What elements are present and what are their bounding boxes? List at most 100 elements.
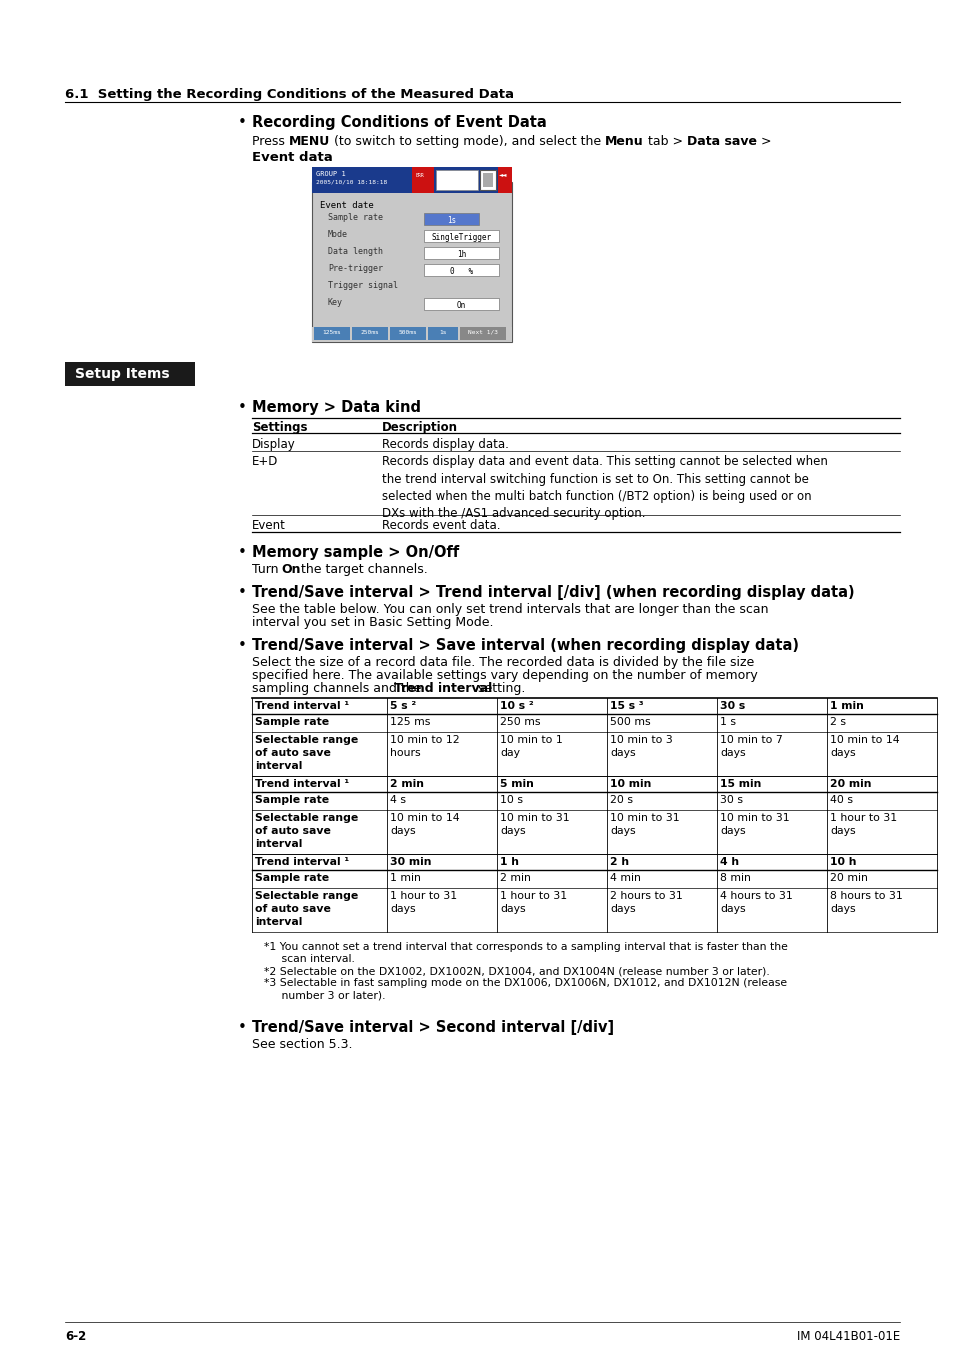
Bar — [423, 230, 498, 242]
Text: *3 Selectable in fast sampling mode on the DX1006, DX1006N, DX1012, and DX1012N : *3 Selectable in fast sampling mode on t… — [264, 977, 786, 988]
Text: Data save: Data save — [686, 135, 756, 148]
Bar — [479, 170, 496, 190]
Text: Press: Press — [252, 135, 289, 148]
Text: 8 min: 8 min — [720, 873, 750, 883]
Text: 1 h: 1 h — [499, 857, 518, 867]
Text: Selectable range: Selectable range — [254, 734, 358, 745]
Text: Data length: Data length — [328, 247, 382, 256]
Text: See section 5.3.: See section 5.3. — [252, 1038, 352, 1052]
Text: 10 s ²: 10 s ² — [499, 701, 533, 711]
Bar — [352, 327, 388, 340]
Text: 10 min to 31: 10 min to 31 — [499, 813, 569, 823]
Text: days: days — [609, 904, 635, 914]
Text: On: On — [456, 301, 466, 310]
Text: 1s: 1s — [446, 216, 456, 225]
Text: MENU: MENU — [289, 135, 330, 148]
Text: Trend/Save interval > Save interval (when recording display data): Trend/Save interval > Save interval (whe… — [252, 639, 799, 653]
Text: days: days — [609, 826, 635, 836]
Bar — [390, 327, 426, 340]
Text: days: days — [390, 904, 416, 914]
Bar — [314, 327, 350, 340]
Text: 4 s: 4 s — [390, 795, 406, 805]
Text: Trend interval ¹: Trend interval ¹ — [254, 701, 349, 711]
Text: Turn: Turn — [252, 563, 282, 576]
Text: days: days — [720, 826, 745, 836]
Text: specified here. The available settings vary depending on the number of memory: specified here. The available settings v… — [252, 670, 757, 682]
Bar — [312, 167, 512, 193]
Text: 10 min to 1: 10 min to 1 — [499, 734, 562, 745]
Text: Event: Event — [252, 518, 286, 532]
Text: (to switch to setting mode), and select the: (to switch to setting mode), and select … — [330, 135, 604, 148]
Text: On: On — [281, 563, 300, 576]
Text: Selectable range: Selectable range — [254, 891, 358, 900]
Text: Records display data.: Records display data. — [381, 437, 508, 451]
Text: 1 hour to 31: 1 hour to 31 — [829, 813, 896, 823]
Text: Records event data.: Records event data. — [381, 518, 500, 532]
Text: 2005/10/10 18:18:18: 2005/10/10 18:18:18 — [315, 180, 387, 185]
Text: ◄◄: ◄◄ — [498, 171, 507, 177]
Text: >: > — [756, 135, 771, 148]
Text: 4 h: 4 h — [720, 857, 739, 867]
Text: 500 ms: 500 ms — [609, 717, 650, 728]
Text: Next 1/3: Next 1/3 — [468, 329, 497, 335]
Text: 2 hours to 31: 2 hours to 31 — [609, 891, 682, 900]
Text: E+D: E+D — [252, 455, 278, 468]
Text: 1 min: 1 min — [829, 701, 863, 711]
Text: days: days — [499, 904, 525, 914]
Text: days: days — [499, 826, 525, 836]
Text: 10 min to 31: 10 min to 31 — [609, 813, 679, 823]
Text: •: • — [237, 545, 247, 560]
Text: Sample rate: Sample rate — [254, 795, 329, 805]
Text: the target channels.: the target channels. — [296, 563, 427, 576]
Text: days: days — [720, 904, 745, 914]
Text: interval: interval — [254, 917, 302, 927]
Text: 250 ms: 250 ms — [499, 717, 540, 728]
Text: IM 04L41B01-01E: IM 04L41B01-01E — [796, 1330, 899, 1343]
Text: 15 s ³: 15 s ³ — [609, 701, 643, 711]
Text: •: • — [237, 639, 247, 653]
Text: SingleTrigger: SingleTrigger — [431, 234, 491, 242]
Text: 8 hours to 31: 8 hours to 31 — [829, 891, 902, 900]
Text: ERR: ERR — [416, 173, 424, 178]
Bar — [459, 327, 505, 340]
Bar — [312, 327, 512, 342]
Text: Records display data and event data. This setting cannot be selected when
the tr: Records display data and event data. Thi… — [381, 455, 827, 521]
Bar — [482, 173, 493, 188]
Text: 30 s: 30 s — [720, 701, 744, 711]
Text: •: • — [237, 400, 247, 414]
Text: •: • — [237, 1021, 247, 1035]
Text: 500ms: 500ms — [398, 329, 416, 335]
Text: 2 min: 2 min — [390, 779, 423, 788]
Text: Trend interval ¹: Trend interval ¹ — [254, 779, 349, 788]
Text: hours: hours — [390, 748, 420, 757]
Text: day: day — [499, 748, 519, 757]
Bar — [497, 167, 512, 193]
Text: 1h: 1h — [456, 250, 466, 259]
Bar — [65, 362, 194, 386]
Bar — [412, 167, 434, 193]
Text: 10 min to 7: 10 min to 7 — [720, 734, 781, 745]
Bar — [423, 298, 498, 311]
Text: days: days — [829, 904, 855, 914]
Bar — [423, 265, 498, 275]
Text: tab >: tab > — [643, 135, 686, 148]
Text: 10 min to 3: 10 min to 3 — [609, 734, 672, 745]
Text: 5 s ²: 5 s ² — [390, 701, 416, 711]
Text: 1 s: 1 s — [720, 717, 735, 728]
Text: Setup Items: Setup Items — [75, 367, 170, 381]
Text: interval you set in Basic Setting Mode.: interval you set in Basic Setting Mode. — [252, 616, 493, 629]
Text: days: days — [390, 826, 416, 836]
Text: 1 min: 1 min — [390, 873, 420, 883]
Text: of auto save: of auto save — [254, 904, 331, 914]
Bar — [312, 182, 512, 342]
Text: 1 hour to 31: 1 hour to 31 — [499, 891, 566, 900]
Text: 15 min: 15 min — [720, 779, 760, 788]
Text: Key: Key — [328, 298, 343, 306]
Text: *1 You cannot set a trend interval that corresponds to a sampling interval that : *1 You cannot set a trend interval that … — [264, 942, 787, 952]
Text: setting.: setting. — [474, 682, 525, 695]
Text: *2 Selectable on the DX1002, DX1002N, DX1004, and DX1004N (release number 3 or l: *2 Selectable on the DX1002, DX1002N, DX… — [264, 967, 769, 976]
Text: •: • — [237, 585, 247, 599]
Text: days: days — [829, 826, 855, 836]
Text: 2 min: 2 min — [499, 873, 530, 883]
Text: Event date: Event date — [319, 201, 374, 211]
